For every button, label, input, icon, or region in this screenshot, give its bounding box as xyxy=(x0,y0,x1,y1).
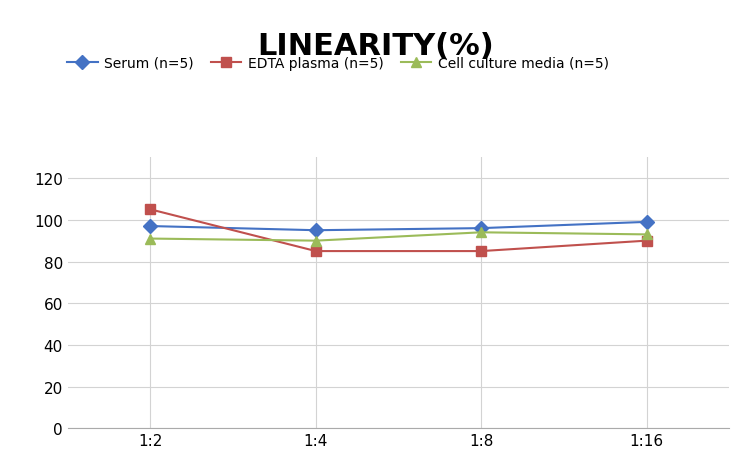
Line: Serum (n=5): Serum (n=5) xyxy=(146,217,651,235)
Line: Cell culture media (n=5): Cell culture media (n=5) xyxy=(146,228,651,246)
Cell culture media (n=5) xyxy=(146,236,155,242)
Serum (n=5) xyxy=(477,226,486,231)
EDTA plasma (n=5) xyxy=(311,249,320,254)
EDTA plasma (n=5) xyxy=(477,249,486,254)
Legend: Serum (n=5), EDTA plasma (n=5), Cell culture media (n=5): Serum (n=5), EDTA plasma (n=5), Cell cul… xyxy=(62,51,614,76)
Serum (n=5) xyxy=(642,220,651,225)
Serum (n=5) xyxy=(146,224,155,229)
Text: LINEARITY(%): LINEARITY(%) xyxy=(258,32,494,60)
Line: EDTA plasma (n=5): EDTA plasma (n=5) xyxy=(146,205,651,256)
Cell culture media (n=5) xyxy=(311,239,320,244)
EDTA plasma (n=5) xyxy=(642,239,651,244)
Serum (n=5) xyxy=(311,228,320,234)
EDTA plasma (n=5) xyxy=(146,207,155,212)
Cell culture media (n=5) xyxy=(477,230,486,235)
Cell culture media (n=5) xyxy=(642,232,651,238)
